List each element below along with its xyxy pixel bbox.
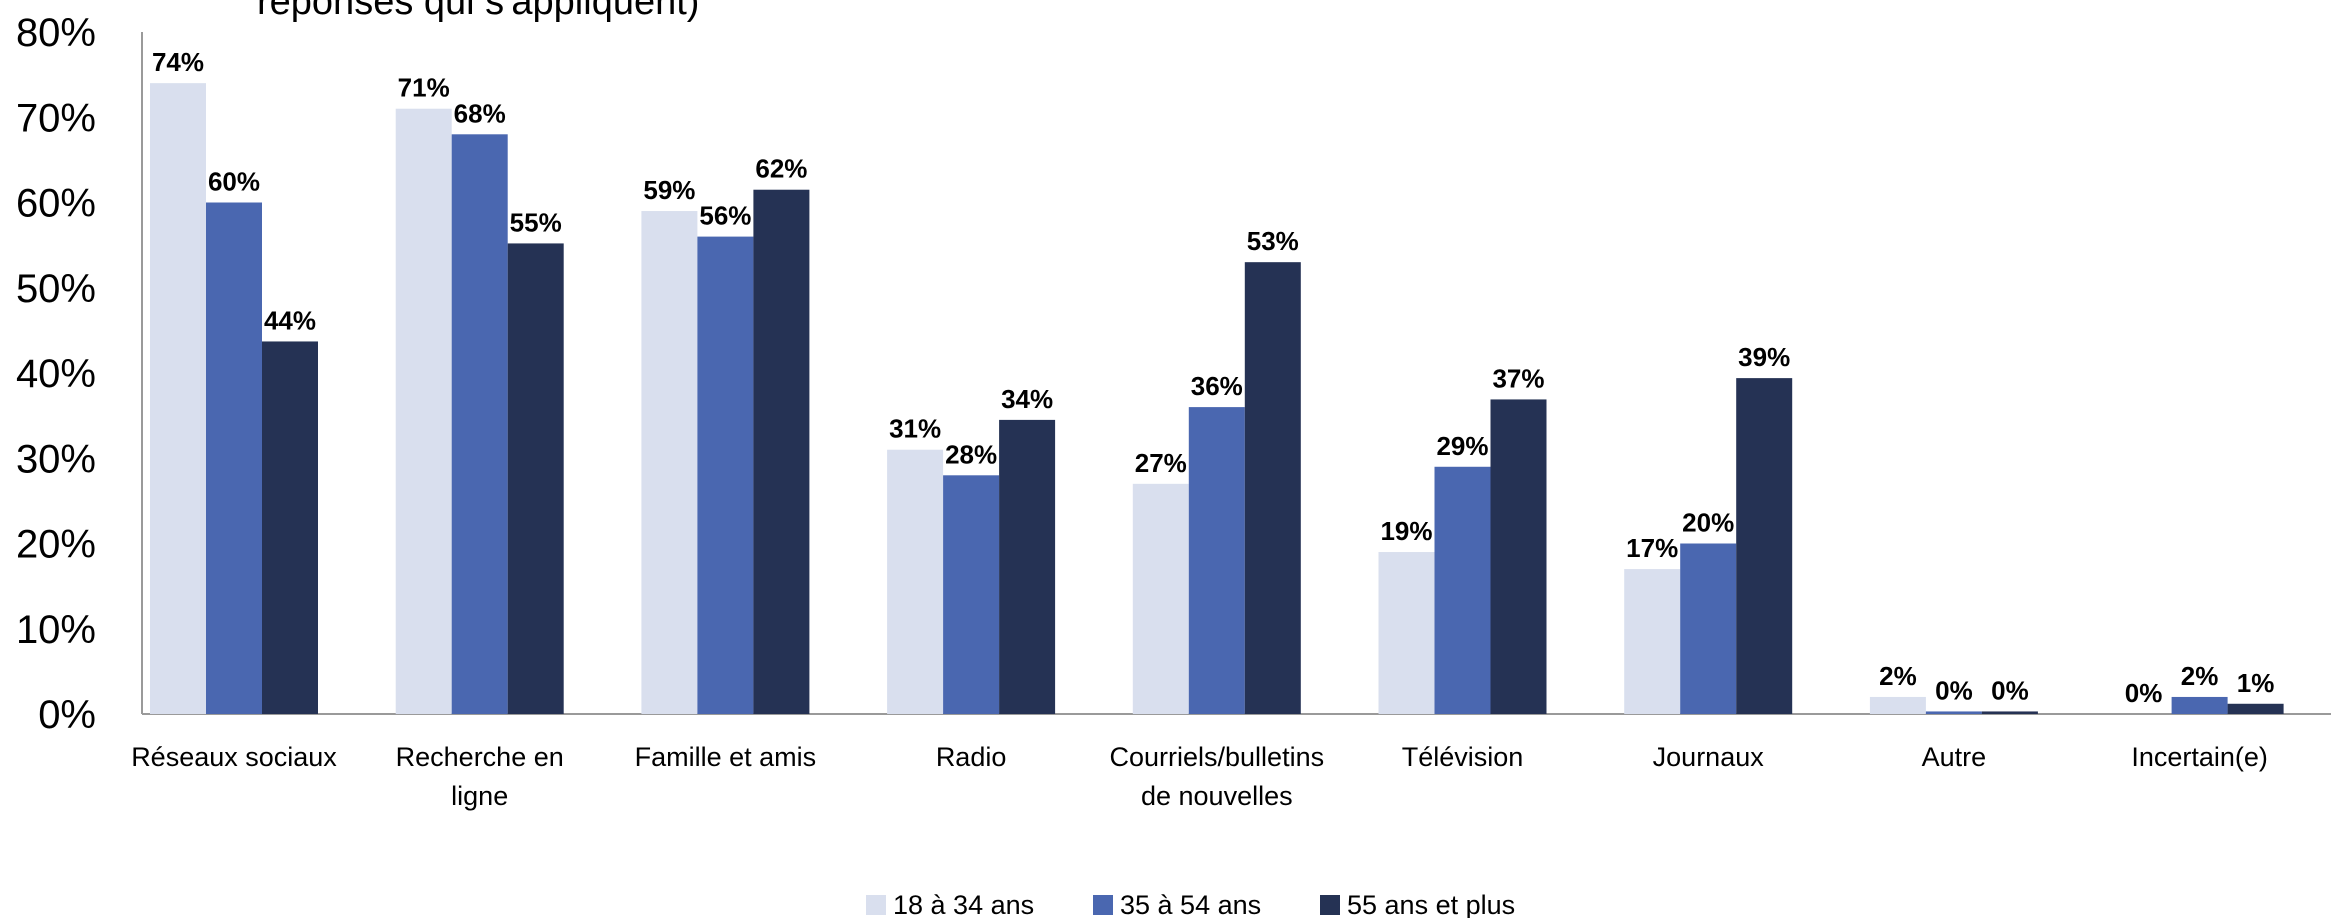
bar xyxy=(1624,569,1681,714)
data-label: 2% xyxy=(1879,661,1917,691)
bar xyxy=(999,419,1056,714)
chart-title: réponses qui s'appliquent) xyxy=(257,0,699,23)
data-label: 68% xyxy=(454,98,506,128)
data-label: 62% xyxy=(755,154,807,184)
x-tick-label: Famille et amis xyxy=(635,742,817,772)
x-tick-label: Incertain(e) xyxy=(2131,742,2268,772)
y-tick-label: 0% xyxy=(38,693,96,737)
legend-label: 35 à 54 ans xyxy=(1120,890,1261,918)
data-label: 19% xyxy=(1380,516,1432,546)
y-tick-label: 80% xyxy=(16,11,96,55)
x-tick-label: Journaux xyxy=(1653,742,1765,772)
legend-swatch xyxy=(1093,895,1113,915)
data-label: 59% xyxy=(643,175,695,205)
legend-label: 55 ans et plus xyxy=(1347,890,1515,918)
data-labels: 74% 60% 44% 71%68% 55% 59%56%62% 31%28%34% 27% 3… xyxy=(152,47,2274,708)
bar xyxy=(1188,407,1245,714)
data-label: 36% xyxy=(1191,371,1243,401)
bar xyxy=(753,189,810,714)
y-tick-label: 50% xyxy=(16,267,96,311)
bar xyxy=(1434,466,1491,714)
bar xyxy=(2171,696,2228,714)
data-label: 0% xyxy=(1991,675,2029,705)
data-label: 2% xyxy=(2181,661,2219,691)
x-tick-label: ligne xyxy=(451,781,508,811)
data-label: 34% xyxy=(1001,384,1053,414)
data-label: 71% xyxy=(398,73,450,103)
data-label: 60% xyxy=(208,167,260,197)
bar xyxy=(641,211,698,714)
x-tick-label: Réseaux sociaux xyxy=(131,742,337,772)
x-tick-label: Radio xyxy=(936,742,1007,772)
bar xyxy=(1680,543,1737,714)
data-label: 0% xyxy=(2125,678,2163,708)
bar xyxy=(395,108,452,715)
bars xyxy=(150,83,2284,715)
data-label: 17% xyxy=(1626,533,1678,563)
data-label: 39% xyxy=(1738,342,1790,372)
bar xyxy=(1244,262,1301,714)
data-label: 74% xyxy=(152,47,204,77)
bar xyxy=(943,475,1000,714)
legend: 18 à 34 ans 35 à 54 ans 55 ans et plus xyxy=(866,890,1515,918)
x-tick-label: de nouvelles xyxy=(1141,781,1293,811)
x-axis-tick-labels: Réseaux sociaux Recherche en ligne Famille … xyxy=(131,742,2268,811)
data-label: 37% xyxy=(1492,363,1544,393)
y-axis-tick-labels: 0% 10% 20% 30% 40% 50% 60% 70% 80% xyxy=(16,11,96,737)
legend-swatch xyxy=(866,895,886,915)
bar xyxy=(1378,552,1435,714)
y-tick-label: 10% xyxy=(16,608,96,652)
y-tick-label: 70% xyxy=(16,96,96,140)
x-tick-label: Courriels/bulletins xyxy=(1110,742,1325,772)
bar xyxy=(262,341,318,714)
bar xyxy=(1981,711,2038,714)
data-label: 44% xyxy=(264,305,316,335)
bar xyxy=(507,243,564,715)
bar xyxy=(887,449,944,714)
bar xyxy=(2227,703,2284,714)
data-label: 1% xyxy=(2237,668,2275,698)
data-label: 31% xyxy=(889,414,941,444)
bar xyxy=(1490,399,1547,714)
data-label: 27% xyxy=(1135,448,1187,478)
y-tick-label: 20% xyxy=(16,523,96,567)
bar xyxy=(1736,378,1793,714)
y-tick-label: 30% xyxy=(16,437,96,481)
y-tick-label: 60% xyxy=(16,182,96,226)
x-tick-label: Recherche en xyxy=(396,742,564,772)
bar xyxy=(1869,696,1926,714)
data-label: 55% xyxy=(510,207,562,237)
data-label: 0% xyxy=(1935,675,1973,705)
data-label: 29% xyxy=(1436,431,1488,461)
data-label: 20% xyxy=(1682,508,1734,538)
legend-swatch xyxy=(1320,895,1340,915)
data-label: 53% xyxy=(1247,226,1299,256)
bar xyxy=(1925,711,1982,714)
data-label: 56% xyxy=(699,201,751,231)
x-tick-label: Télévision xyxy=(1402,742,1524,772)
legend-label: 18 à 34 ans xyxy=(893,890,1034,918)
y-tick-label: 40% xyxy=(16,352,96,396)
bar xyxy=(697,236,754,714)
bar xyxy=(150,83,206,714)
data-label: 28% xyxy=(945,439,997,469)
bar xyxy=(451,134,508,715)
bar xyxy=(206,202,262,714)
x-tick-label: Autre xyxy=(1922,742,1987,772)
bar xyxy=(1132,483,1189,714)
